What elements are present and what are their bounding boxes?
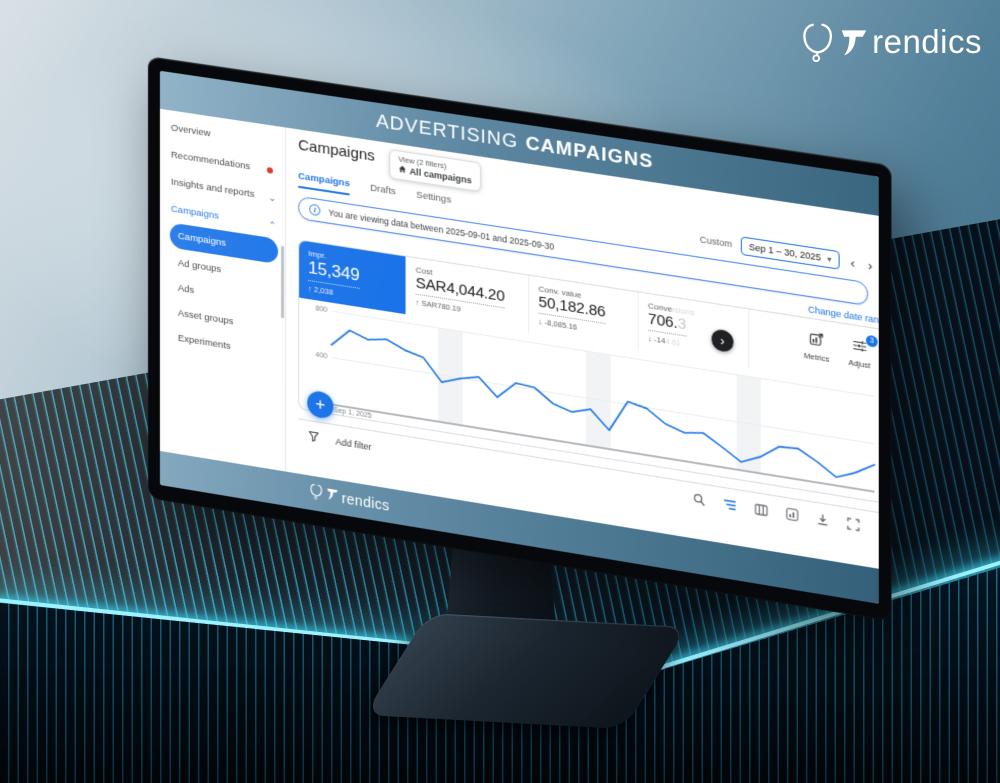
add-filter-label[interactable]: Add filter xyxy=(335,436,372,453)
stethoscope-icon xyxy=(310,482,323,505)
home-icon xyxy=(398,164,406,175)
metrics-button[interactable]: Metrics xyxy=(804,330,829,380)
filter-funnel-icon[interactable] xyxy=(308,428,319,448)
columns-icon[interactable] xyxy=(754,502,768,520)
screen: ADVERTISING CAMPAIGNS Overview Recommend… xyxy=(159,70,879,604)
date-range-value: Sep 1 – 30, 2025 xyxy=(748,241,821,263)
brand-name: rendics xyxy=(872,23,982,60)
search-icon[interactable] xyxy=(693,492,706,509)
page-header: Campaigns View (2 filters) All campaigns xyxy=(298,136,879,252)
date-next-button[interactable]: › xyxy=(867,257,873,274)
brand-name: rendics xyxy=(341,489,390,514)
chevron-up-icon: ⌃ xyxy=(268,218,277,231)
y-tick-label: 400 xyxy=(315,351,328,360)
chevron-down-icon: ⌄ xyxy=(268,191,277,203)
date-mode-label: Custom xyxy=(699,234,733,250)
monitor-bezel: ADVERTISING CAMPAIGNS Overview Recommend… xyxy=(148,56,892,622)
tab-campaigns[interactable]: Campaigns xyxy=(298,170,350,196)
card-tools: Metrics xyxy=(797,317,878,391)
info-icon: i xyxy=(309,203,321,217)
metrics-icon xyxy=(809,331,824,351)
view-selector[interactable]: View (2 filters) All campaigns xyxy=(389,148,481,193)
sidebar-scrollbar[interactable] xyxy=(281,245,285,319)
brand-t-mark xyxy=(840,25,868,59)
table-toolbar xyxy=(693,492,871,536)
caret-down-icon: ▾ xyxy=(827,253,832,264)
sidebar: Overview Recommendations Insights and re… xyxy=(159,108,287,472)
adjust-badge: 3 xyxy=(866,334,878,348)
adjust-button[interactable]: 3 Adjust xyxy=(848,334,878,387)
expand-icon[interactable] xyxy=(847,517,860,535)
scorecard-conv-value[interactable]: Conv. value 50,182.86 ↓ -8,085.16 xyxy=(529,275,639,351)
date-prev-button[interactable]: ‹ xyxy=(850,254,856,271)
brand-logo: rendics xyxy=(802,22,982,62)
scorecard-impressions[interactable]: Impr. 15,349 ↑ 2,038 xyxy=(299,240,407,315)
monitor: ADVERTISING CAMPAIGNS Overview Recommend… xyxy=(148,56,892,622)
dashboard-body: Overview Recommendations Insights and re… xyxy=(159,108,879,569)
screen-footer: rendics xyxy=(159,450,879,604)
segment-icon[interactable] xyxy=(723,497,737,515)
brand-t-mark xyxy=(326,486,338,507)
notification-dot xyxy=(266,166,273,174)
main-panel: Campaigns View (2 filters) All campaigns xyxy=(286,128,879,569)
adjust-sliders-icon xyxy=(852,338,867,358)
scorecard-conversions[interactable]: Conversions 706.3 ↓ -144.61 › xyxy=(638,292,750,368)
page-title: Campaigns xyxy=(298,136,375,166)
add-button[interactable]: + xyxy=(307,389,334,420)
tab-drafts[interactable]: Drafts xyxy=(370,181,396,197)
download-icon[interactable] xyxy=(816,512,829,529)
y-tick-label: 800 xyxy=(315,304,328,314)
reports-icon[interactable] xyxy=(786,507,799,524)
tab-settings[interactable]: Settings xyxy=(416,188,452,206)
stethoscope-icon xyxy=(802,22,836,62)
